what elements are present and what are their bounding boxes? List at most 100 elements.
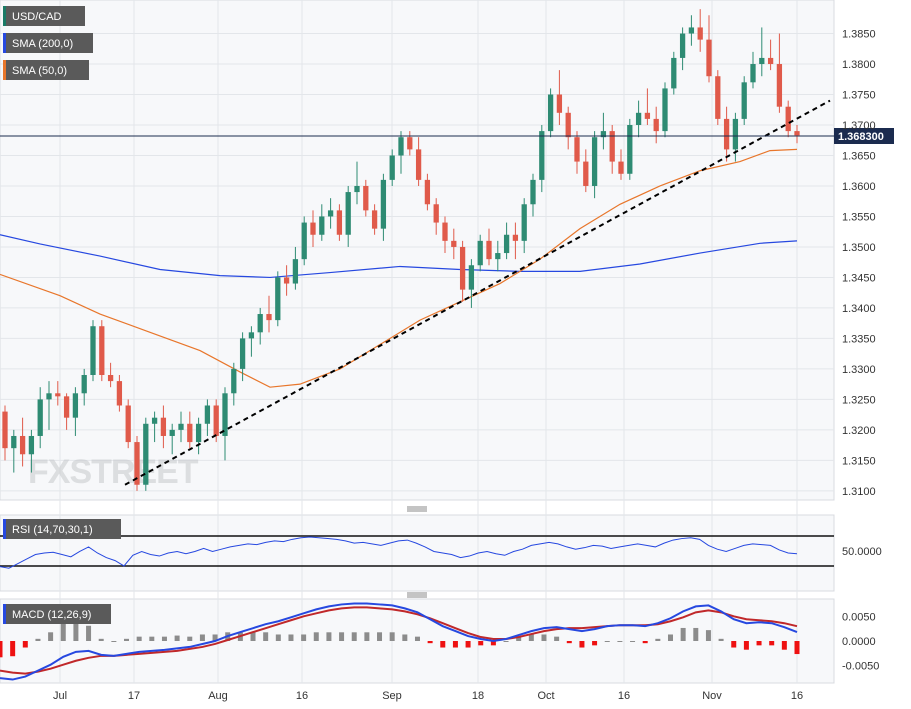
main-panel-bg [0,0,835,501]
legend-usdcad[interactable]: USD/CAD [3,6,85,26]
legend-rsi[interactable]: RSI (14,70,30,1) [3,519,121,539]
macd-histogram-bar [604,641,610,642]
candle-bull [671,51,677,95]
macd-histogram-bar [212,634,218,641]
candle-bear [723,106,730,162]
candle-bear [583,149,589,193]
candle-bull [591,131,598,199]
y-tick-label: 1.3550 [842,211,876,223]
candle-bear [609,125,615,174]
macd-histogram-bar [10,641,16,657]
candle-bull [11,429,17,473]
macd-histogram-bar [111,641,117,642]
candle-bull [688,15,695,46]
macd-histogram-bar [250,632,256,641]
macd-histogram-bar [769,641,775,646]
candle-bear [715,70,721,125]
candle-bull [530,173,536,217]
candle-bear [767,39,774,71]
y-tick-label: 1.3700 [842,120,876,132]
macd-histogram-bar [377,632,383,641]
candle-bull [169,423,175,455]
candle-bear [407,131,413,156]
price-tag-bg [834,128,894,144]
macd-histogram-bar [756,641,762,646]
candle-bull [143,417,149,491]
candle-bear [776,33,783,113]
candle-bear [310,210,316,247]
y-tick-label: 1.3750 [842,90,876,102]
candle-bull [741,76,747,125]
macd-histogram-bar [528,634,534,641]
candle-bull [389,149,395,186]
macd-histogram-bar [427,641,433,644]
legend-sma50[interactable]: SMA (50,0) [3,60,89,80]
candle-bear [134,435,140,491]
sma200-line [0,234,798,279]
candle-bull [222,387,228,461]
macd-histogram-bar [541,634,547,641]
candle-bear [433,198,439,235]
candle-bull [204,399,211,436]
candle-bull [275,271,281,327]
x-tick-label: 17 [128,690,140,702]
candle-bear [653,106,659,144]
macd-y-tick: 0.0050 [842,611,876,623]
macd-histogram-bar [136,636,142,641]
x-tick-label: 16 [618,690,630,702]
macd-histogram-bar [503,641,509,642]
x-axis: Jul 17 Aug 16 Sep 18 Oct 16 Nov 16 [53,690,803,702]
macd-histogram-bar [642,641,648,644]
candle-bull [239,332,246,382]
candle-bear [574,131,580,174]
macd-histogram-bar [554,636,560,641]
candle-bull [380,173,387,241]
candle-bear [2,405,8,461]
candle-bull [81,368,87,406]
macd-histogram-bar [326,632,332,641]
legend-sma200-label: SMA (200,0) [12,38,73,50]
candle-bull [327,198,334,229]
candle-bear [99,320,105,382]
legend-macd[interactable]: MACD (12,26,9) [3,604,111,624]
candle-bull [345,185,351,247]
panel-resize-handle[interactable] [407,592,427,598]
candle-bull [257,307,263,345]
x-tick-label: 18 [472,690,484,702]
rsi-line [0,536,798,569]
rsi-panel-bg [0,514,835,592]
macd-histogram-bar [288,634,294,641]
x-tick-label: 16 [296,690,308,702]
candle-bull [600,112,607,150]
macd-y-tick: -0.0050 [842,661,879,673]
candle-bear [644,88,651,125]
macd-histogram-bar [617,641,623,642]
candle-bear [187,411,193,449]
candle-bear [160,405,167,449]
macd-histogram-bar [516,636,522,641]
trendline [124,99,831,486]
legend-sma200[interactable]: SMA (200,0) [3,33,93,53]
macd-histogram-bar [60,623,66,641]
candle-bear [55,381,61,406]
main-y-axis: 1.3850 1.3800 1.3750 1.3700 1.3650 1.3600 1.35… [842,29,876,498]
panel-resize-handle[interactable] [407,506,427,512]
macd-histogram-bar [73,621,79,641]
y-tick-label: 1.3300 [842,364,876,376]
price-tag: 1.368300 [838,131,884,143]
rsi-y-tick: 50.0000 [842,546,882,558]
macd-histogram-bar [35,638,41,641]
legend-macd-label: MACD (12,26,9) [12,609,91,621]
macd-histogram-bar [402,634,408,641]
macd-histogram-bar [263,632,269,641]
macd-histogram-bar [364,632,370,641]
candle-bull [521,198,527,254]
candle-bear [424,173,431,211]
candle-bull [178,411,184,443]
macd-histogram-bar [566,641,572,644]
candle-bull [28,429,35,473]
x-tick-label: Sep [382,690,402,702]
macd-histogram-bar [490,641,496,646]
macd-histogram-bar [414,636,420,641]
macd-histogram-bar [592,641,598,646]
